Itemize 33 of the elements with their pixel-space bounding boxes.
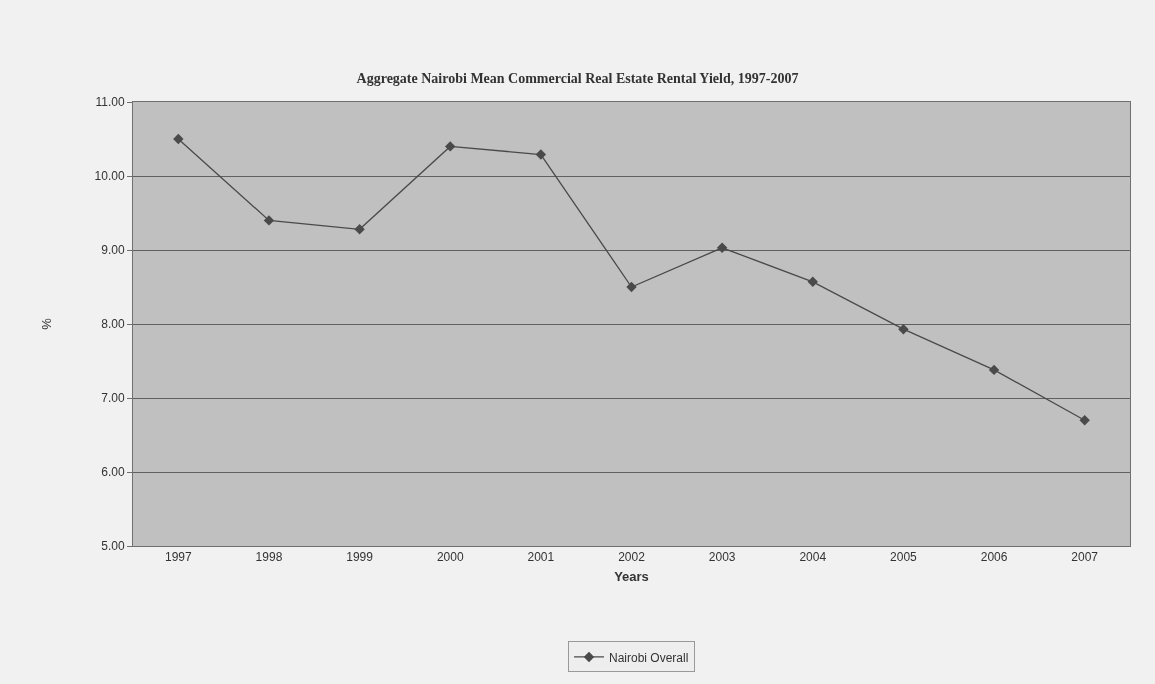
- x-tick-label: 2001: [527, 550, 555, 565]
- y-tick-label: 5.00: [101, 539, 125, 554]
- x-axis-title: Years: [614, 569, 649, 584]
- y-axis-title: %: [38, 317, 54, 330]
- point: [807, 276, 818, 288]
- x-tick-label: 2005: [890, 550, 918, 565]
- point: [535, 149, 547, 160]
- x-tick-label: 2004: [799, 550, 827, 565]
- x-tick-label: 2007: [1071, 550, 1099, 565]
- x-tick-label: 1999: [346, 550, 374, 565]
- x-tick-label: 2003: [708, 550, 736, 565]
- x-tick-label: 2002: [618, 550, 646, 565]
- y-tick-label: 9.00: [101, 243, 125, 258]
- point: [716, 242, 728, 253]
- point: [898, 323, 909, 335]
- legend-label: Nairobi Overall: [609, 650, 689, 665]
- point: [626, 281, 637, 293]
- point: [988, 364, 1000, 376]
- x-tick-label: 1998: [255, 550, 283, 565]
- y-tick-label: 6.00: [101, 465, 125, 480]
- x-tick-label: 2000: [436, 550, 464, 565]
- y-tick-label: 7.00: [101, 391, 125, 406]
- point: [173, 133, 184, 145]
- y-tick-label: 10.00: [94, 169, 125, 184]
- x-tick-label: 2006: [980, 550, 1008, 565]
- point: [445, 141, 456, 152]
- y-tick-label: 11.00: [95, 95, 125, 110]
- point: [1079, 415, 1090, 426]
- point: [263, 215, 275, 226]
- x-tick-label: 1997: [164, 550, 192, 565]
- chart-title: Aggregate Nairobi Mean Commercial Real Estate Rental Yield, 1997-2007: [356, 70, 799, 86]
- point: [354, 224, 365, 235]
- y-tick-label: 8.00: [101, 317, 125, 332]
